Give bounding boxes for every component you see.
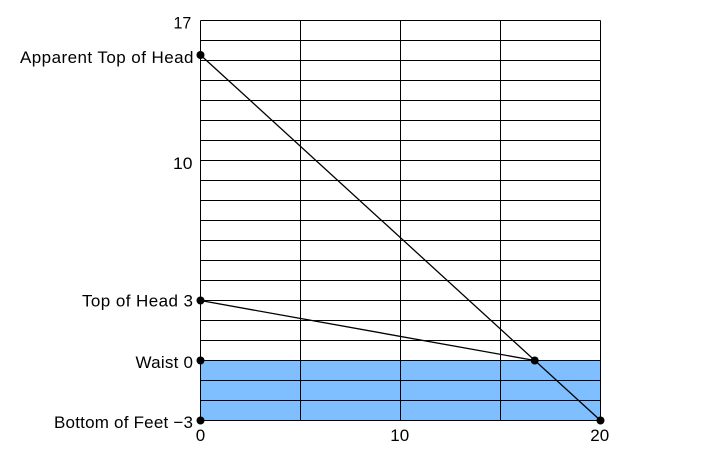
svg-text:0: 0 (196, 426, 205, 445)
svg-text:Top of Head 3: Top of Head 3 (82, 292, 193, 311)
svg-text:10: 10 (173, 154, 193, 173)
svg-text:17: 17 (174, 14, 192, 33)
svg-text:Waist 0: Waist 0 (136, 353, 194, 372)
svg-text:Bottom of Feet −3: Bottom of Feet −3 (54, 413, 193, 432)
svg-text:20: 20 (590, 426, 609, 445)
svg-text:Apparent Top of Head: Apparent Top of Head (20, 48, 194, 67)
svg-text:10: 10 (390, 426, 409, 445)
